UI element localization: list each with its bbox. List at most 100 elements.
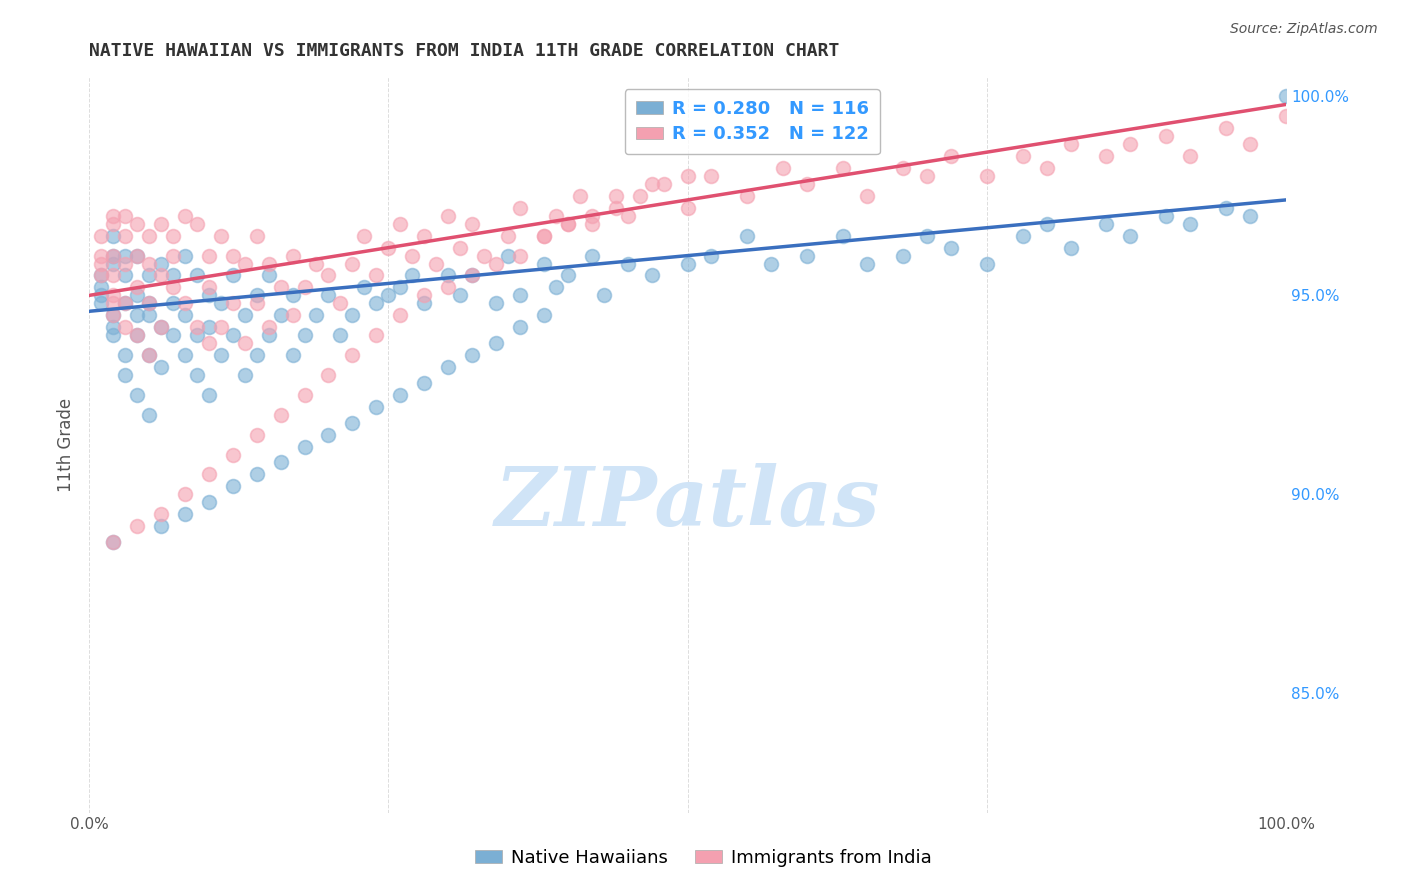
Point <box>114 296 136 310</box>
Point <box>377 241 399 255</box>
Point <box>222 249 245 263</box>
Point <box>413 288 436 302</box>
Point <box>246 467 269 482</box>
Point <box>233 336 256 351</box>
Point <box>101 249 124 263</box>
Point <box>1154 129 1177 144</box>
Point <box>592 288 614 302</box>
Point <box>976 256 998 270</box>
Point <box>101 288 124 302</box>
Point <box>401 249 423 263</box>
Point <box>197 249 219 263</box>
Point <box>461 217 484 231</box>
Point <box>366 296 388 310</box>
Point <box>173 209 195 223</box>
Point <box>305 256 328 270</box>
Point <box>209 348 232 362</box>
Point <box>149 320 172 334</box>
Point <box>1035 161 1057 175</box>
Point <box>149 359 172 374</box>
Point <box>1011 149 1033 163</box>
Point <box>114 320 136 334</box>
Point <box>114 209 136 223</box>
Point <box>533 228 555 243</box>
Point <box>1035 217 1057 231</box>
Point <box>281 249 304 263</box>
Point <box>162 296 184 310</box>
Point <box>294 440 316 454</box>
Point <box>1215 121 1237 136</box>
Point <box>342 256 364 270</box>
Point <box>257 256 280 270</box>
Point <box>366 328 388 343</box>
Point <box>114 256 136 270</box>
Point <box>101 268 124 283</box>
Point <box>125 388 148 402</box>
Point <box>270 280 292 294</box>
Point <box>1011 228 1033 243</box>
Point <box>796 249 818 263</box>
Point <box>138 308 160 322</box>
Point <box>389 308 412 322</box>
Point <box>832 161 855 175</box>
Point <box>186 328 208 343</box>
Point <box>1239 137 1261 152</box>
Point <box>281 308 304 322</box>
Point <box>1095 217 1118 231</box>
Point <box>173 308 195 322</box>
Point <box>162 268 184 283</box>
Point <box>222 448 245 462</box>
Point <box>461 268 484 283</box>
Point <box>377 288 399 302</box>
Point <box>496 249 519 263</box>
Point <box>305 308 328 322</box>
Point <box>856 256 879 270</box>
Point <box>125 249 148 263</box>
Point <box>101 328 124 343</box>
Point <box>294 280 316 294</box>
Point <box>125 249 148 263</box>
Point <box>628 189 651 203</box>
Point <box>737 189 759 203</box>
Point <box>676 256 699 270</box>
Point <box>173 487 195 501</box>
Point <box>197 467 219 482</box>
Point <box>138 296 160 310</box>
Point <box>209 296 232 310</box>
Point <box>162 228 184 243</box>
Point <box>125 217 148 231</box>
Point <box>1059 241 1081 255</box>
Point <box>437 209 460 223</box>
Point <box>939 241 962 255</box>
Point <box>329 296 352 310</box>
Point <box>125 519 148 533</box>
Point <box>353 228 375 243</box>
Point <box>485 296 508 310</box>
Point <box>114 296 136 310</box>
Point <box>162 249 184 263</box>
Point <box>90 268 112 283</box>
Point <box>101 228 124 243</box>
Point <box>389 280 412 294</box>
Point <box>149 519 172 533</box>
Point <box>90 256 112 270</box>
Point <box>342 308 364 322</box>
Point <box>90 268 112 283</box>
Point <box>162 328 184 343</box>
Point <box>101 308 124 322</box>
Point <box>186 217 208 231</box>
Point <box>737 228 759 243</box>
Point <box>101 256 124 270</box>
Point <box>197 495 219 509</box>
Point <box>101 535 124 549</box>
Point <box>472 249 495 263</box>
Point <box>173 348 195 362</box>
Point <box>257 328 280 343</box>
Point <box>1275 89 1298 103</box>
Point <box>149 256 172 270</box>
Point <box>90 249 112 263</box>
Point <box>90 288 112 302</box>
Point <box>485 336 508 351</box>
Point <box>485 256 508 270</box>
Point <box>222 479 245 493</box>
